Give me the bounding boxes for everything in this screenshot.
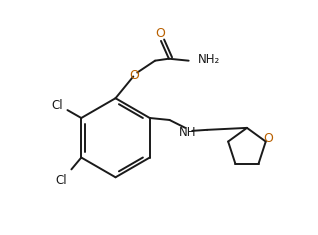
Text: NH₂: NH₂ — [197, 53, 220, 66]
Text: O: O — [155, 27, 165, 40]
Text: NH: NH — [178, 126, 196, 139]
Text: O: O — [263, 132, 273, 145]
Text: Cl: Cl — [56, 174, 67, 187]
Text: Cl: Cl — [52, 99, 63, 112]
Text: O: O — [129, 69, 139, 82]
